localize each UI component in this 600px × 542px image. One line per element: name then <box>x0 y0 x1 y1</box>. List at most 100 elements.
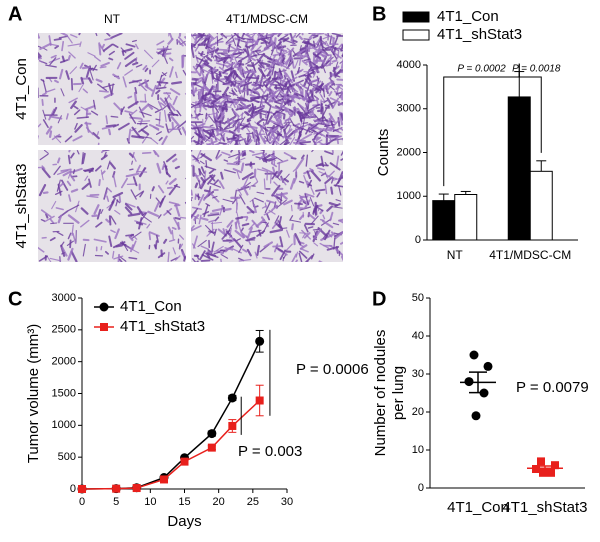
cell <box>51 200 57 210</box>
cell <box>208 70 221 76</box>
cell <box>258 47 270 54</box>
cell <box>272 245 282 248</box>
cell <box>108 128 112 136</box>
cell <box>44 215 55 223</box>
cell <box>261 167 274 174</box>
cell <box>278 33 283 35</box>
cell <box>132 176 138 187</box>
cell <box>238 150 240 153</box>
cell <box>325 64 331 67</box>
cell <box>257 36 271 41</box>
x-tick-label: 30 <box>281 496 293 508</box>
legend-marker <box>100 323 108 331</box>
cell <box>278 34 289 42</box>
cell <box>260 68 266 77</box>
cell <box>41 98 44 106</box>
cell <box>326 115 333 128</box>
cell <box>193 36 203 47</box>
cell <box>251 102 255 110</box>
cell <box>311 150 314 153</box>
y-tick-label: 40 <box>412 330 424 342</box>
cell <box>290 204 293 212</box>
cell <box>322 42 331 48</box>
cell <box>155 123 165 129</box>
cell <box>72 169 76 175</box>
cell <box>257 107 264 112</box>
cell <box>150 137 159 145</box>
cell <box>68 97 78 104</box>
cell <box>154 108 163 114</box>
cell <box>103 151 107 158</box>
cell <box>98 42 102 56</box>
cell <box>164 48 172 51</box>
cell <box>39 153 49 161</box>
cell <box>246 248 252 257</box>
cell <box>211 66 217 72</box>
cell <box>117 253 121 262</box>
cell <box>156 40 165 46</box>
cell <box>247 107 251 113</box>
cell <box>232 56 244 59</box>
cell <box>289 86 299 93</box>
y-tick-label: 1000 <box>397 190 421 202</box>
cell <box>250 40 259 52</box>
cell <box>205 112 208 120</box>
cell <box>281 64 290 70</box>
cell <box>65 70 70 80</box>
cell <box>81 152 86 165</box>
cell <box>202 82 209 90</box>
cell <box>249 93 258 99</box>
cell <box>279 249 287 261</box>
cell <box>193 214 200 221</box>
cell <box>161 135 168 145</box>
cell <box>226 138 239 143</box>
cell <box>170 257 178 262</box>
cell <box>284 243 293 253</box>
cell <box>216 33 219 35</box>
cell <box>263 76 271 84</box>
cell <box>127 100 139 109</box>
cell <box>199 70 203 77</box>
cell <box>234 85 244 94</box>
cell <box>335 85 341 90</box>
cell <box>307 179 313 188</box>
cell <box>246 119 252 123</box>
cell <box>242 122 248 126</box>
cell <box>158 82 162 87</box>
micrograph <box>38 150 186 262</box>
cell <box>161 49 166 57</box>
legend-label: 4T1_Con <box>437 8 499 25</box>
cell <box>104 190 108 198</box>
cell <box>194 100 197 113</box>
cell <box>334 203 341 208</box>
cell <box>40 218 45 222</box>
cell <box>234 161 242 164</box>
cell <box>335 68 342 77</box>
x-tick-label: 15 <box>178 496 190 508</box>
cell <box>45 213 49 219</box>
cell <box>84 105 96 111</box>
cell <box>299 244 304 248</box>
marker <box>180 457 189 466</box>
cell <box>271 204 279 211</box>
cell <box>235 82 241 85</box>
cell <box>255 138 258 145</box>
cell <box>198 180 201 189</box>
cell <box>324 123 336 127</box>
cell <box>252 49 261 53</box>
cell <box>155 77 166 89</box>
cell <box>151 186 155 192</box>
y-tick-label: 2000 <box>397 146 421 158</box>
cell <box>162 104 169 110</box>
column-label: NT <box>104 12 121 26</box>
cell <box>263 67 269 72</box>
cell <box>38 33 40 39</box>
cell <box>200 34 211 41</box>
cell <box>213 179 219 185</box>
cell <box>228 130 240 138</box>
cell <box>289 136 296 145</box>
cell <box>204 114 210 123</box>
cell <box>322 80 333 89</box>
cell <box>179 234 185 240</box>
series-line <box>81 399 261 490</box>
